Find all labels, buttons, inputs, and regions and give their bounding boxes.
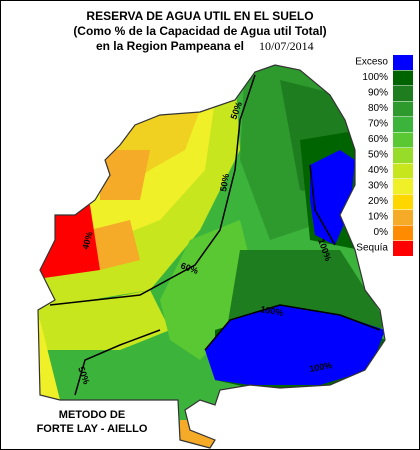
legend-swatch bbox=[393, 163, 413, 179]
legend-swatch bbox=[393, 210, 413, 225]
legend-swatch bbox=[393, 225, 413, 241]
legend-label: 90% bbox=[368, 88, 388, 99]
legend-label: 10% bbox=[368, 212, 388, 223]
legend-swatch bbox=[393, 101, 413, 117]
footer-line: METODO DE bbox=[59, 409, 125, 421]
title-line: (Como % de la Capacidad de Agua util Tot… bbox=[73, 24, 326, 38]
legend-label: 50% bbox=[368, 150, 388, 161]
legend-swatch bbox=[393, 241, 413, 256]
legend-swatch bbox=[393, 179, 413, 194]
legend-swatch bbox=[393, 117, 413, 132]
legend-label: 30% bbox=[368, 181, 388, 192]
legend-label: 60% bbox=[368, 134, 388, 145]
legend-label: 40% bbox=[368, 165, 388, 176]
contour-label: 40% bbox=[80, 231, 94, 251]
contour-label: 50% bbox=[218, 173, 231, 192]
legend-label: 0% bbox=[374, 227, 389, 238]
legend-swatch bbox=[393, 194, 413, 210]
legend-label: Exceso bbox=[355, 57, 388, 68]
title-line: RESERVA DE AGUA UTIL EN EL SUELO bbox=[86, 9, 313, 23]
footer-line: FORTE LAY - AIELLO bbox=[37, 423, 148, 435]
legend-swatch bbox=[393, 132, 413, 148]
legend-label: 70% bbox=[368, 119, 388, 130]
region-outline bbox=[37, 64, 386, 449]
legend-swatch bbox=[393, 148, 413, 163]
legend-swatch bbox=[393, 86, 413, 101]
legend-label: 80% bbox=[368, 103, 388, 114]
legend-swatch bbox=[393, 70, 413, 86]
contours bbox=[49, 74, 381, 396]
date: 10/07/2014 bbox=[259, 39, 314, 53]
contour-label: 100% bbox=[309, 360, 333, 374]
legend-label: 20% bbox=[368, 196, 388, 207]
legend-label: 100% bbox=[362, 72, 388, 83]
contour-label: 100% bbox=[260, 304, 284, 318]
title-line: en la Region Pampeana el bbox=[96, 39, 244, 53]
legend-label: Sequía bbox=[356, 243, 388, 254]
legend-swatch bbox=[393, 55, 413, 70]
